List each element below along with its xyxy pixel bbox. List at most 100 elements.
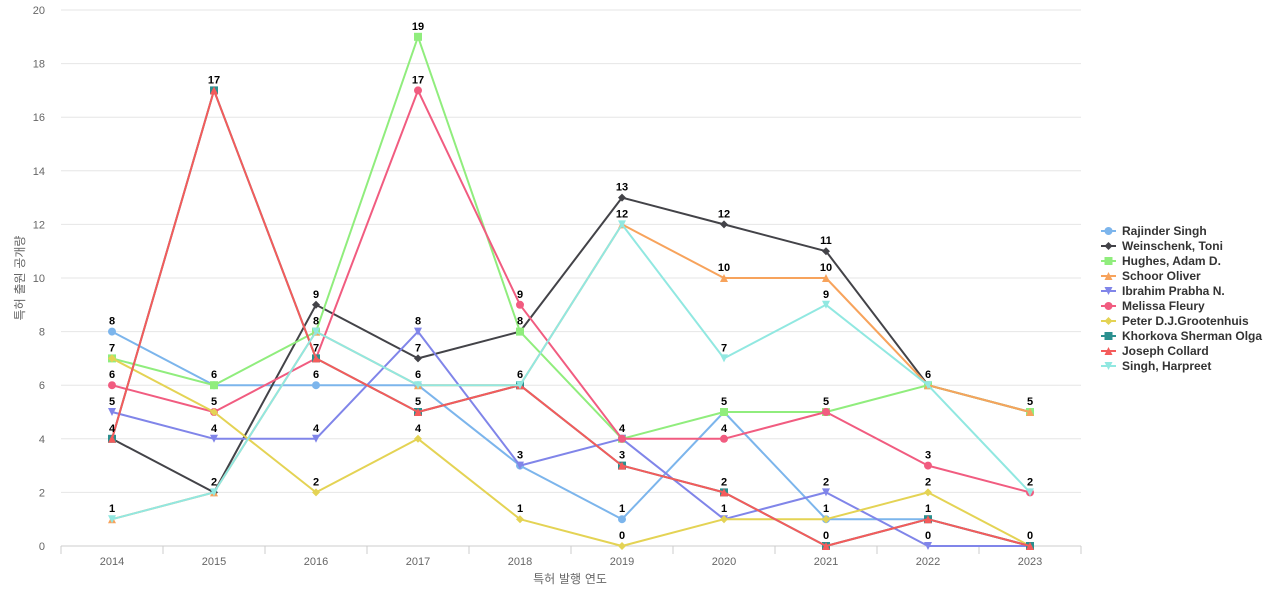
data-point (312, 434, 320, 443)
data-label: 2 (721, 476, 727, 488)
data-point (1026, 542, 1034, 550)
legend-symbol (1104, 317, 1113, 325)
data-point (618, 193, 626, 202)
data-point (108, 327, 116, 336)
data-label: 7 (313, 342, 319, 354)
data-label: 1 (823, 503, 829, 515)
legend-symbol (1104, 257, 1113, 265)
x-tick-label: 2018 (508, 556, 532, 568)
data-point (516, 327, 524, 336)
legend-label: Joseph Collard (1122, 344, 1209, 358)
data-label: 10 (820, 262, 832, 274)
data-label: 1 (925, 503, 931, 515)
legend-label: Khorkova Sherman Olga (1122, 329, 1262, 343)
data-point (720, 515, 728, 524)
legend-item: Ibrahim Prabha N. (1101, 284, 1225, 298)
x-tick-label: 2014 (100, 556, 124, 568)
y-tick-label: 2 (39, 487, 45, 499)
legend-symbol (1104, 227, 1113, 235)
data-point (720, 488, 728, 497)
legend-item: Peter D.J.Grootenhuis (1101, 314, 1249, 328)
y-tick-label: 4 (39, 434, 45, 446)
data-point (210, 408, 218, 416)
data-label: 0 (823, 530, 829, 542)
legend-label: Weinschenk, Toni (1122, 239, 1223, 253)
legend-label: Singh, Harpreet (1122, 359, 1211, 373)
legend-item: Joseph Collard (1101, 344, 1209, 358)
data-point (108, 434, 116, 443)
data-label: 1 (109, 503, 115, 515)
data-label: 6 (925, 369, 931, 381)
data-label: 5 (1027, 396, 1033, 408)
data-point (618, 434, 626, 443)
data-label: 17 (412, 74, 424, 86)
data-point (414, 32, 422, 41)
data-point (618, 515, 626, 524)
data-label: 4 (109, 423, 116, 435)
data-point (516, 461, 524, 470)
x-tick-label: 2015 (202, 556, 226, 568)
series-weinschenk-toni (108, 193, 1034, 497)
data-point (312, 354, 320, 363)
data-label: 6 (517, 369, 523, 381)
series-melissa-fleury (108, 86, 1034, 497)
data-label: 9 (517, 289, 523, 301)
data-label: 7 (109, 342, 115, 354)
y-tick-label: 16 (33, 112, 45, 124)
data-point (618, 542, 626, 550)
data-label: 5 (109, 396, 115, 408)
x-tick-label: 2019 (610, 556, 634, 568)
data-label: 4 (619, 423, 626, 435)
data-label: 6 (313, 369, 319, 381)
series-line (111, 89, 1031, 547)
legend-label: Ibrahim Prabha N. (1122, 284, 1225, 298)
data-point (924, 488, 932, 497)
x-tick-label: 2017 (406, 556, 430, 568)
data-label: 6 (415, 369, 421, 381)
series-line (111, 330, 1030, 547)
data-point (516, 515, 524, 524)
data-label: 5 (211, 396, 217, 408)
legend-item: Khorkova Sherman Olga (1101, 329, 1262, 343)
data-point (1026, 408, 1034, 416)
data-point (618, 220, 626, 229)
y-axis: 0 2 4 6 8 10 12 14 16 18 20 (33, 5, 45, 553)
data-point (822, 515, 830, 524)
series-joseph-collard (108, 86, 1034, 550)
series-line (111, 89, 1031, 494)
data-point (720, 434, 728, 443)
data-point (822, 300, 830, 309)
legend-item: Rajinder Singh (1101, 224, 1207, 238)
data-label: 1 (517, 503, 523, 515)
y-tick-label: 8 (39, 327, 45, 339)
data-label: 8 (517, 316, 523, 328)
data-label: 5 (721, 396, 727, 408)
data-label: 3 (517, 450, 523, 462)
data-label: 5 (415, 396, 421, 408)
data-label: 12 (616, 208, 628, 220)
series-khorkova-sherman-olga (108, 86, 1034, 550)
series-line (111, 35, 1031, 440)
legend-symbol (1104, 362, 1113, 370)
data-label: 19 (412, 21, 424, 33)
data-labels: 8765411765429876421917876549863113124310… (109, 21, 1033, 542)
legend-symbol (1104, 347, 1113, 355)
legend-symbol (1104, 332, 1113, 340)
data-label: 8 (313, 316, 319, 328)
data-label: 10 (718, 262, 730, 274)
legend-item: Singh, Harpreet (1101, 359, 1211, 373)
series-line (111, 357, 1031, 547)
legend-item: Hughes, Adam D. (1101, 254, 1221, 268)
data-label: 11 (820, 235, 832, 247)
data-label: 2 (211, 476, 217, 488)
data-label: 7 (721, 342, 727, 354)
data-point (210, 488, 218, 497)
data-point (312, 300, 320, 309)
data-label: 7 (415, 342, 421, 354)
data-point (210, 381, 218, 390)
data-label: 1 (619, 503, 625, 515)
data-label: 2 (823, 476, 829, 488)
